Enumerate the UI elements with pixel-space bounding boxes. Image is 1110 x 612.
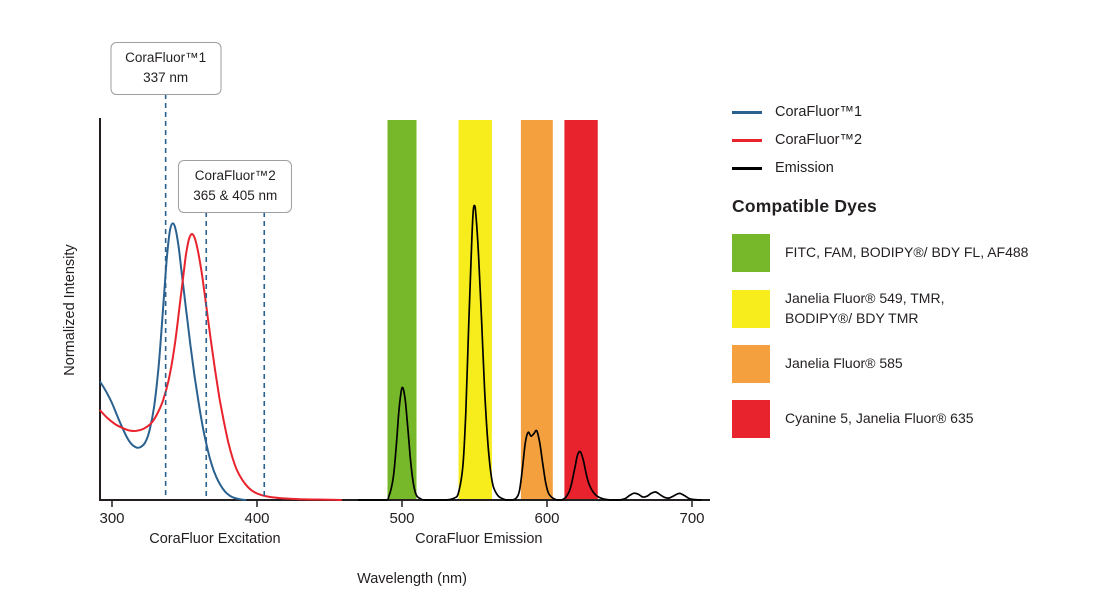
axis-sublabel-corafluor-emission: CoraFluor Emission: [415, 531, 542, 547]
x-tick-label-400: 400: [244, 510, 269, 527]
y-axis-title: Normalized Intensity: [62, 244, 78, 376]
dye-item-1: Janelia Fluor® 549, TMR, BODIPY®/ BDY TMR: [732, 289, 1104, 328]
x-tick-label-600: 600: [534, 510, 559, 527]
compatible-dyes-title: Compatible Dyes: [732, 196, 877, 216]
dye-item-3: Cyanine 5, Janelia Fluor® 635: [732, 400, 1104, 439]
x-axis-title: Wavelength (nm): [357, 571, 467, 587]
legend-item-corafluor-1: CoraFluor™1: [732, 103, 1104, 121]
annotation-line1: CoraFluor™2: [194, 168, 276, 183]
annotation-box-corafluor-2: CoraFluor™2 365 & 405 nm: [178, 160, 293, 213]
legend-item-emission: Emission: [732, 159, 1104, 177]
dye-label-line: Cyanine 5, Janelia Fluor® 635: [785, 410, 974, 427]
annotation-line1: CoraFluor™1: [125, 50, 207, 65]
annotation-box-corafluor-1: CoraFluor™1 337 nm: [110, 42, 222, 95]
dye-label-line: Janelia Fluor® 549, TMR,: [785, 290, 945, 306]
dye-label-line: BODIPY®/ BDY TMR: [785, 309, 919, 326]
chart-canvas: 300 400 500 600 700 CoraFluor Excitation CoraF…: [62, 85, 710, 587]
dye-label: FITC, FAM, BODIPY®/ BDY FL, AF488: [785, 243, 1028, 263]
annotation-line2: 337 nm: [143, 70, 189, 86]
legend-panel: CoraFluor™1 CoraFluor™2 Emission Compatibl…: [732, 103, 1104, 455]
x-tick-label-500: 500: [389, 510, 414, 527]
legend-line-swatch: [732, 110, 762, 114]
dye-label: Cyanine 5, Janelia Fluor® 635: [785, 409, 974, 429]
dye-label-line: Janelia Fluor® 585: [785, 355, 903, 372]
filter-band-cy5-jf635-band: [564, 120, 598, 500]
legend-line-swatch: [732, 166, 762, 170]
axis-sublabel-corafluor-excitation: CoraFluor Excitation: [149, 531, 280, 547]
x-tick-label-300: 300: [99, 510, 124, 527]
series-corafluor-1: [99, 222, 247, 501]
series-emission: [357, 204, 702, 501]
dye-item-2: Janelia Fluor® 585: [732, 345, 1104, 384]
legend-item-corafluor-2: CoraFluor™2: [732, 131, 1104, 149]
dye-color-swatch: [732, 289, 770, 328]
x-tick-label-700: 700: [679, 510, 704, 527]
legend-label: CoraFluor™2: [775, 132, 863, 148]
dye-label: Janelia Fluor® 549, TMR, BODIPY®/ BDY TMR: [785, 289, 944, 328]
dye-color-swatch: [732, 234, 770, 272]
dye-color-swatch: [732, 400, 770, 439]
dye-color-swatch: [732, 345, 770, 384]
legend-label: CoraFluor™1: [775, 104, 863, 120]
dye-label: Janelia Fluor® 585: [785, 354, 903, 374]
dye-item-0: FITC, FAM, BODIPY®/ BDY FL, AF488: [732, 234, 1104, 272]
dye-label-line: FITC, FAM, BODIPY®/ BDY FL, AF488: [785, 244, 1029, 261]
legend-line-swatch: [732, 138, 762, 142]
series-corafluor-2: [99, 232, 343, 501]
dye-items: FITC, FAM, BODIPY®/ BDY FL, AF488 Janelia…: [732, 234, 1104, 439]
legend-items: CoraFluor™1 CoraFluor™2 Emission: [732, 103, 1104, 177]
annotation-line2: 365 & 405 nm: [193, 188, 278, 204]
spectra-chart: 300 400 500 600 700 CoraFluor Excitation CoraF…: [62, 42, 710, 587]
filter-band-fitc-fam-bodipy-fl-af488-band: [387, 120, 417, 500]
legend-label: Emission: [775, 160, 834, 176]
